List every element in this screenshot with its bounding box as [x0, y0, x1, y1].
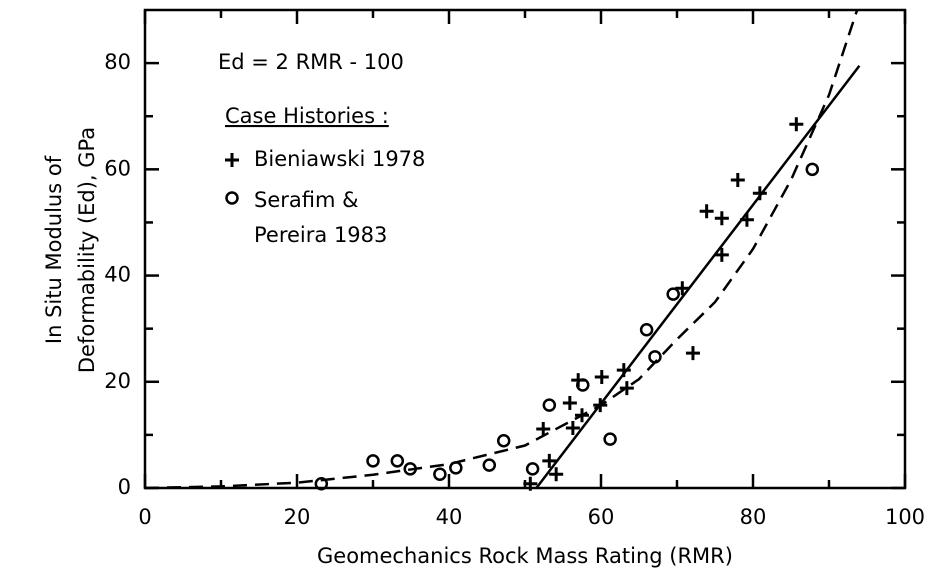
point: [542, 398, 557, 412]
point: [805, 162, 820, 177]
x-tick-label: 60: [588, 505, 615, 529]
point: [619, 381, 634, 396]
x-tick-label: 0: [138, 505, 151, 529]
point: [549, 467, 564, 482]
point: [449, 461, 463, 475]
point: [593, 398, 608, 413]
point: [525, 462, 540, 476]
point: [699, 204, 714, 219]
legend-label: Serafim & Pereira 1983: [254, 188, 388, 247]
fit-line: [144, 9, 859, 490]
point: [576, 378, 590, 392]
y-tick-label: 20: [104, 369, 131, 393]
point: [603, 432, 617, 446]
point: [789, 117, 804, 132]
point: [562, 396, 577, 411]
legend-label: Bieniawski 1978: [254, 147, 425, 171]
point: [314, 477, 329, 491]
point: [496, 433, 511, 448]
y-tick-label: 0: [118, 475, 131, 499]
point: [403, 462, 417, 476]
fit-line: [535, 65, 861, 489]
x-tick-label: 20: [284, 505, 311, 529]
point: [616, 363, 631, 378]
point: [752, 186, 767, 201]
point: [594, 369, 609, 384]
x-tick-label: 100: [885, 505, 925, 529]
point: [685, 346, 700, 361]
legend-marker: [225, 191, 239, 205]
legend-title: Case Histories :: [225, 104, 389, 128]
point: [639, 322, 654, 337]
point: [739, 212, 754, 227]
point: [523, 476, 538, 491]
y-axis-label: In Situ Modulus of: [42, 155, 66, 344]
point: [433, 467, 447, 481]
point: [714, 211, 729, 226]
point: [648, 350, 662, 364]
y-tick-label: 80: [104, 50, 131, 74]
point: [714, 247, 729, 262]
annotation: Ed = 2 RMR - 100: [218, 50, 404, 74]
point: [390, 454, 405, 468]
y-axis-label: Deformability (Ed), GPa: [75, 127, 99, 373]
x-tick-label: 80: [740, 505, 767, 529]
y-tick-label: 40: [104, 263, 131, 287]
point: [730, 172, 745, 187]
point: [575, 408, 589, 423]
point: [675, 281, 690, 296]
point: [366, 454, 380, 468]
point: [666, 287, 680, 301]
legend-marker: [225, 153, 239, 167]
x-tick-label: 40: [436, 505, 463, 529]
point: [536, 422, 551, 437]
x-axis-label: Geomechanics Rock Mass Rating (RMR): [317, 544, 733, 568]
point: [565, 420, 580, 435]
point: [482, 458, 497, 472]
y-tick-label: 60: [104, 156, 131, 180]
point: [542, 453, 557, 468]
